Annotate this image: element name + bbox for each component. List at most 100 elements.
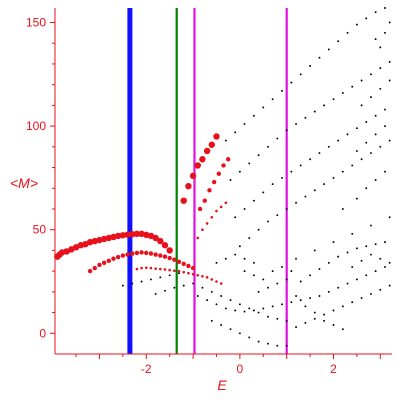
point-black_small-23 — [276, 137, 279, 140]
point-black_small-63 — [332, 176, 335, 179]
y-tick-label: 150 — [26, 16, 46, 30]
point-black_small-11 — [327, 48, 330, 51]
point-black_small-53 — [238, 245, 241, 248]
point-red_medium-26 — [211, 179, 217, 185]
point-black_small-52 — [384, 108, 386, 111]
point-black_small-180 — [271, 270, 274, 273]
point-black_small-0 — [224, 139, 227, 142]
point-black_small-30 — [341, 92, 344, 94]
point-black_small-80 — [182, 284, 185, 287]
point-black_small-6 — [281, 89, 283, 92]
point-red_large-30 — [199, 156, 206, 163]
point-black_small-143 — [295, 257, 297, 260]
point-black_small-125 — [323, 313, 326, 316]
point-black_small-102 — [290, 301, 293, 304]
point-black_small-153 — [295, 295, 297, 297]
point-black_small-136 — [327, 261, 330, 264]
point-red_small-0 — [135, 267, 139, 271]
point-red_medium-16 — [162, 254, 168, 259]
vertical-lines — [127, 8, 288, 354]
point-black_small-130 — [369, 292, 372, 295]
point-black_small-188 — [384, 31, 386, 34]
point-black_small-1 — [234, 131, 237, 134]
y-tick-label: 0 — [39, 326, 46, 340]
point-red_small-21 — [205, 222, 209, 225]
point-black_small-35 — [388, 60, 391, 63]
point-black_small-64 — [341, 170, 344, 173]
y-tick-label: 50 — [33, 223, 47, 237]
y-axis-label: <M> — [10, 175, 38, 191]
point-red_small-2 — [144, 266, 148, 270]
point-black_small-150 — [267, 286, 269, 289]
point-black_small-111 — [374, 270, 377, 273]
point-red_medium-18 — [172, 257, 177, 262]
point-red_small-14 — [201, 275, 204, 278]
point-black_small-173 — [355, 150, 358, 152]
point-red_small-4 — [154, 267, 157, 270]
point-black_small-37 — [243, 208, 246, 210]
point-black_small-148 — [388, 216, 391, 219]
point-black_small-89 — [267, 315, 269, 318]
point-black_small-56 — [267, 220, 269, 223]
point-black_small-16 — [374, 11, 377, 14]
point-black_small-118 — [257, 340, 260, 343]
point-red_small-20 — [201, 228, 204, 231]
point-black_small-140 — [365, 245, 368, 248]
point-black_small-117 — [248, 336, 251, 339]
point-black_small-86 — [238, 303, 241, 306]
point-red_large-15 — [119, 232, 127, 239]
point-black_small-59 — [295, 201, 297, 204]
point-red_large-25 — [166, 247, 173, 254]
point-red_small-10 — [182, 270, 186, 274]
point-black_small-133 — [299, 280, 302, 283]
point-black_small-155 — [313, 311, 316, 314]
point-black_small-164 — [341, 208, 344, 210]
point-red_medium-29 — [225, 157, 231, 162]
point-black_small-115 — [229, 328, 232, 331]
point-black_small-144 — [313, 249, 316, 252]
point-black_small-158 — [341, 328, 344, 331]
point-red_medium-12 — [144, 250, 149, 256]
point-black_small-134 — [309, 274, 312, 277]
point-black_small-4 — [262, 106, 265, 109]
point-black_small-18 — [229, 179, 232, 181]
point-red_small-3 — [149, 266, 153, 270]
point-black_small-110 — [365, 274, 368, 277]
point-black_small-100 — [271, 305, 274, 308]
point-black_small-36 — [234, 216, 237, 219]
point-black_small-135 — [318, 268, 321, 270]
point-red_small-23 — [215, 209, 218, 213]
point-red_medium-23 — [197, 206, 203, 212]
point-black_small-48 — [346, 133, 349, 136]
point-black_small-60 — [304, 195, 307, 198]
point-black_small-73 — [150, 278, 152, 281]
point-black_small-43 — [299, 164, 302, 167]
point-black_small-44 — [309, 158, 312, 161]
point-black_small-184 — [224, 257, 227, 260]
point-black_small-99 — [262, 307, 265, 310]
point-black_small-139 — [355, 247, 358, 250]
point-black_small-154 — [304, 305, 307, 308]
point-black_small-123 — [304, 321, 307, 324]
point-red_small-5 — [159, 267, 162, 271]
point-black_small-27 — [313, 110, 316, 113]
point-black_small-13 — [346, 31, 349, 34]
point-red_small-7 — [168, 268, 171, 272]
point-black_small-42 — [290, 170, 293, 173]
point-black_small-68 — [379, 145, 382, 148]
point-red_large-29 — [194, 162, 201, 169]
point-black_small-71 — [131, 282, 134, 285]
point-black_small-92 — [196, 295, 199, 297]
point-black_small-147 — [369, 224, 372, 227]
point-black_small-78 — [164, 289, 166, 292]
point-black_small-66 — [360, 158, 363, 161]
point-red_small-12 — [191, 272, 195, 276]
point-black_small-72 — [140, 280, 143, 283]
point-black_small-55 — [257, 228, 260, 231]
point-black_small-54 — [248, 237, 251, 239]
point-red_medium-5 — [111, 256, 116, 261]
point-red_medium-19 — [176, 259, 182, 264]
point-black_small-178 — [252, 274, 255, 277]
point-black_small-170 — [369, 96, 372, 99]
